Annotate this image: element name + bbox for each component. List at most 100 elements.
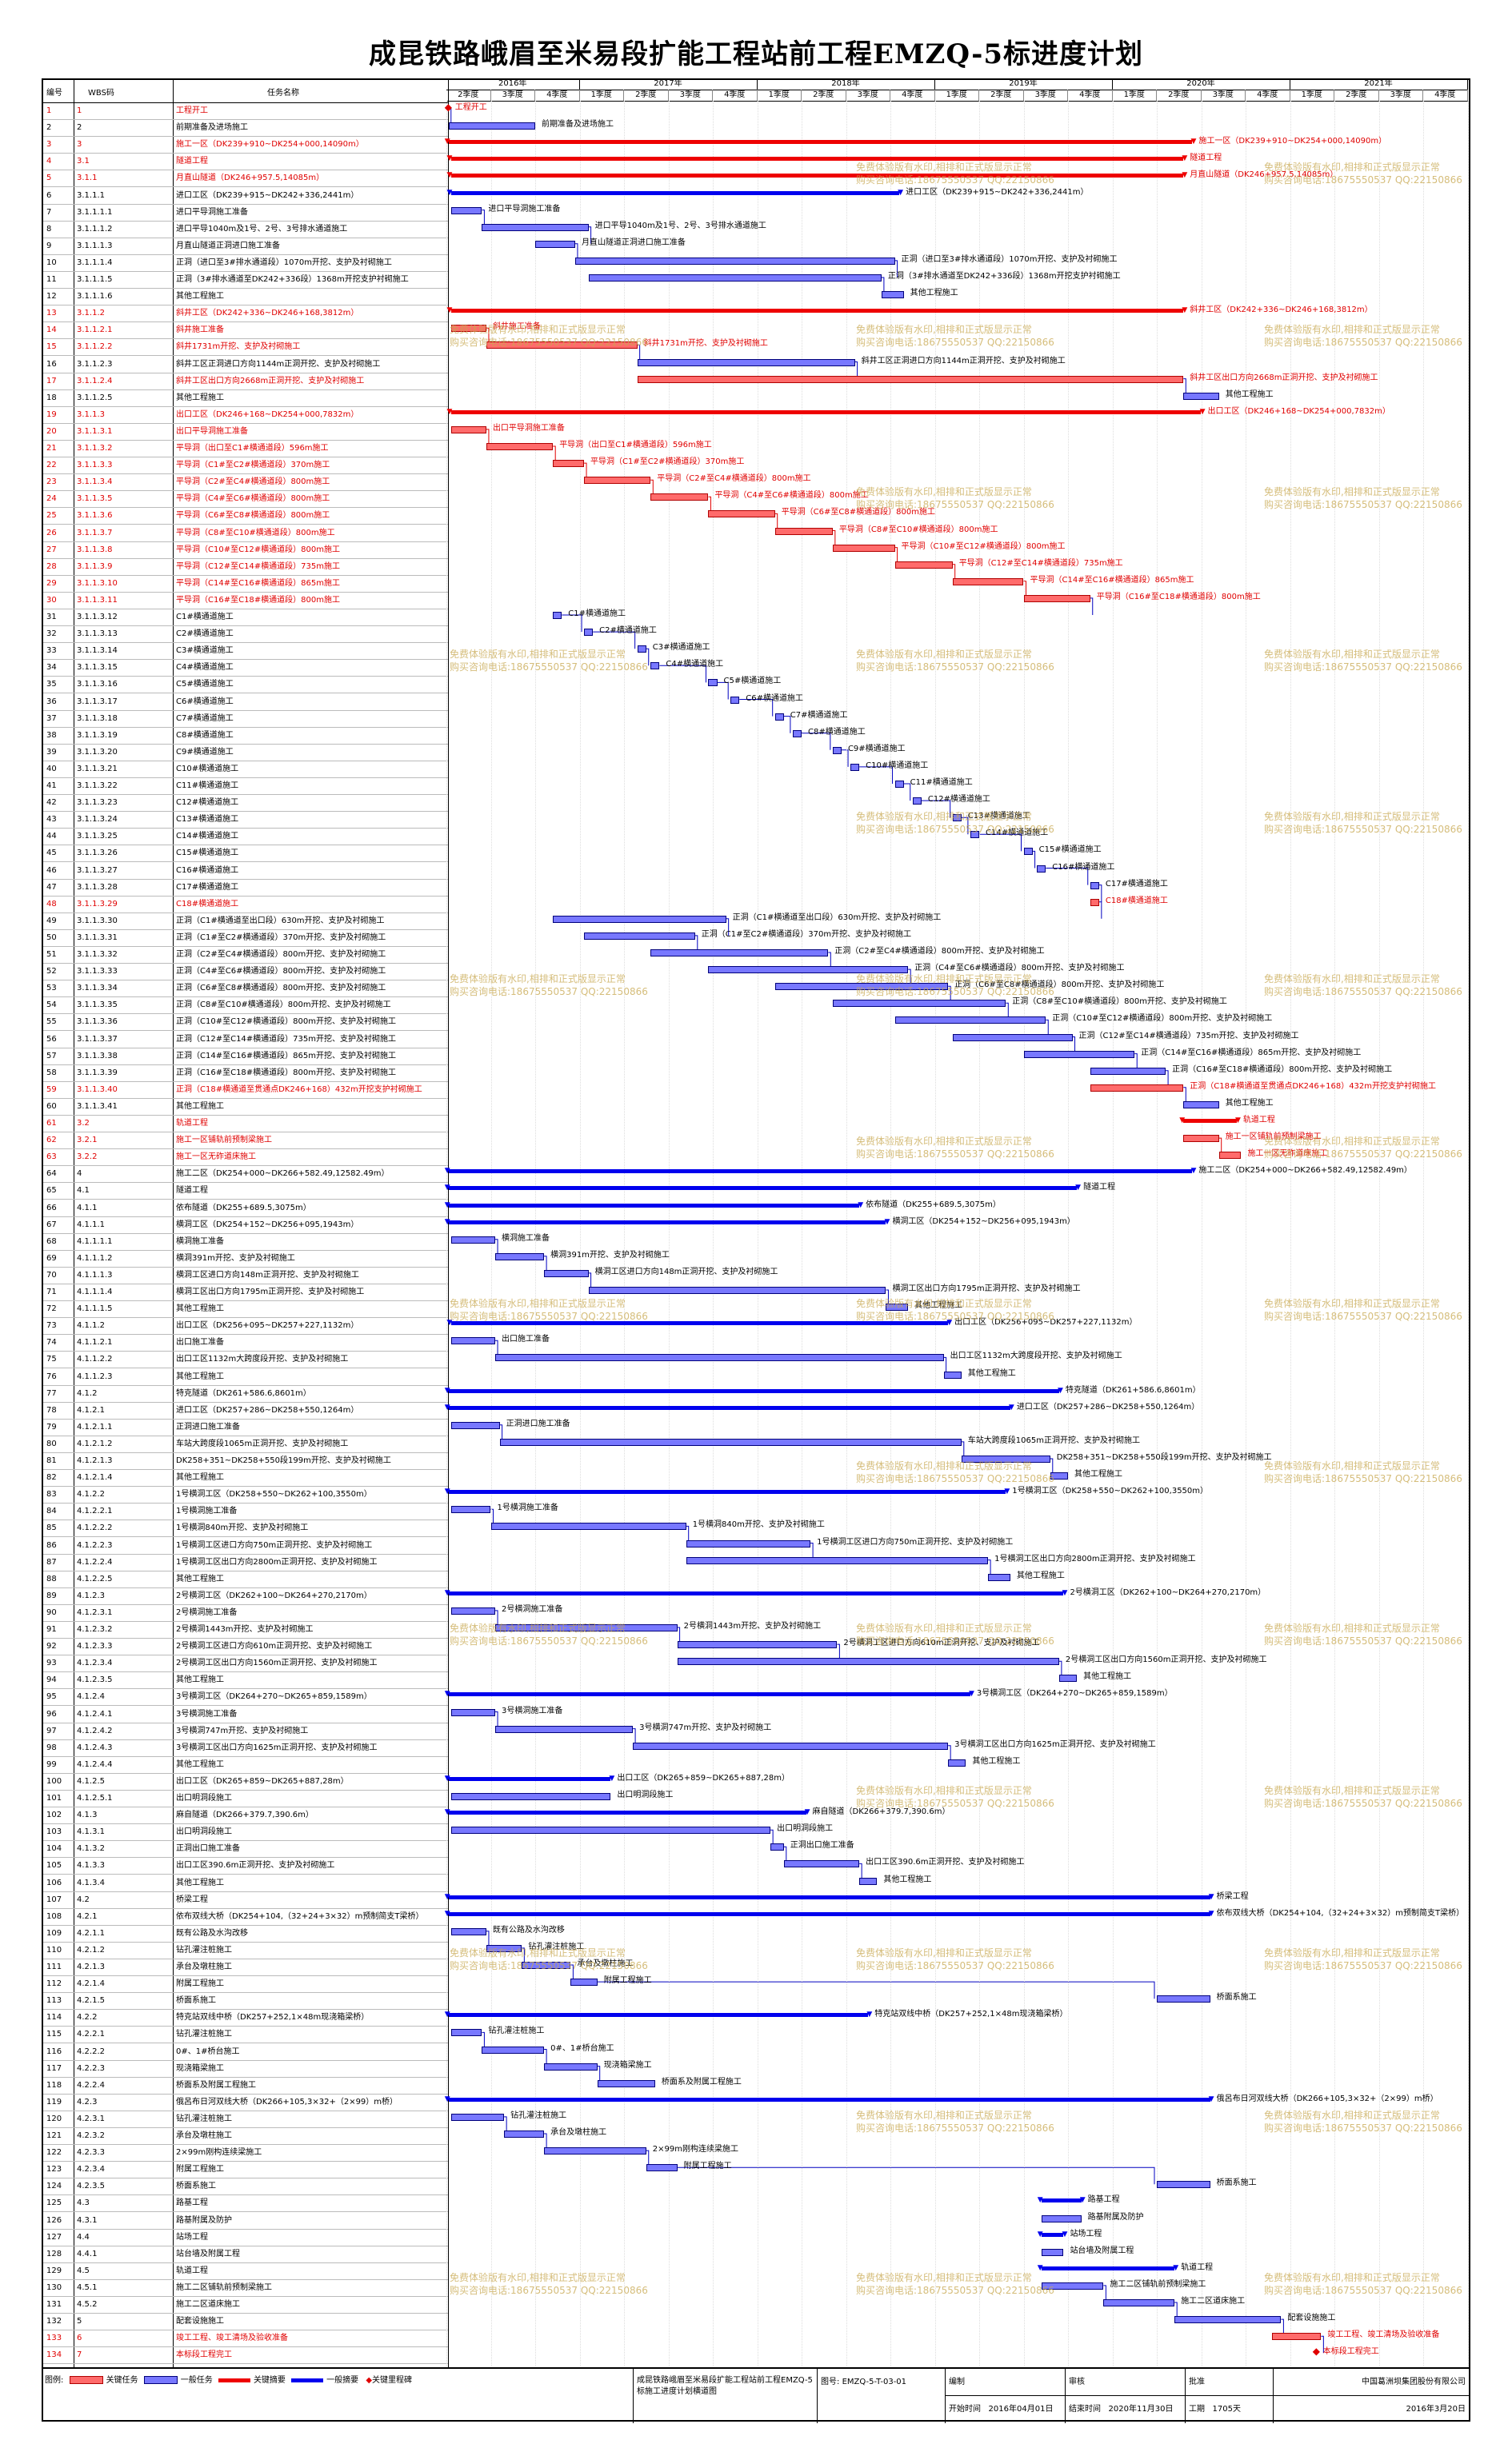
row-id: 117 <box>46 2063 62 2073</box>
row-name: 出口施工准备 <box>176 1338 224 1348</box>
quarter-header: 1季度 <box>1290 90 1334 102</box>
row-id: 104 <box>46 1844 62 1854</box>
row-id: 119 <box>46 2097 62 2107</box>
task-bar <box>450 206 482 214</box>
table-row: 128 4.4.1 站台墙及附属工程 <box>43 2246 448 2263</box>
row-wbs: 4.2.1.1 <box>77 1928 105 1938</box>
row-id: 85 <box>46 1524 57 1533</box>
bar-label: 进口工区（DK257+286~DK258+550,1264m） <box>1016 1402 1200 1412</box>
row-id: 113 <box>46 1996 62 2006</box>
critical-task-bar <box>708 510 775 518</box>
quarter-gridline <box>1068 101 1069 2366</box>
critical-task-bar <box>832 544 895 552</box>
row-wbs: 3.1.1.3.2 <box>77 444 113 453</box>
summary-bar: ▼ ▼ <box>1038 2230 1068 2238</box>
row-wbs: 3.2.2 <box>77 1152 98 1162</box>
table-row: 127 4.4 站场工程 <box>43 2229 448 2246</box>
bar-label: C16#横通道施工 <box>1052 862 1115 872</box>
bar-label: 隧道工程 <box>1083 1183 1116 1192</box>
row-name: C5#横通道施工 <box>176 680 234 689</box>
year-header: 2016年 <box>446 78 580 90</box>
table-row: 102 4.1.3 麻自隧道（DK266+379.7,390.6m） <box>43 1807 448 1825</box>
task-bar <box>633 1742 949 1750</box>
summary-end-icon: ▼ <box>858 1200 864 1209</box>
row-id: 132 <box>46 2317 62 2326</box>
bar-label: 2号横洞1443m开挖、支护及衬砌施工 <box>683 1622 822 1631</box>
quarter-gridline <box>1290 101 1291 2366</box>
row-name: 2号横洞1443m开挖、支护及衬砌施工 <box>176 1625 314 1634</box>
table-row: 132 5 配套设施施工 <box>43 2313 448 2331</box>
task-bar <box>1037 865 1046 873</box>
dependency-link <box>650 479 654 497</box>
table-row: 6 3.1.1.1 进口工区（DK239+915~DK242+336,2441m） <box>43 187 448 205</box>
row-id: 108 <box>46 1911 62 1921</box>
table-row: 60 3.1.1.3.41 其他工程施工 <box>43 1098 448 1116</box>
row-id: 101 <box>46 1794 62 1803</box>
row-wbs: 3.1.1.1.5 <box>77 275 113 284</box>
row-id: 10 <box>46 258 57 267</box>
row-id: 45 <box>46 849 57 858</box>
row-wbs: 4.3 <box>77 2198 90 2208</box>
dependency-link <box>597 2066 601 2083</box>
row-id: 71 <box>46 1288 57 1296</box>
row-id: 93 <box>46 1659 57 1668</box>
row-wbs: 4.1.2.3.5 <box>77 1675 113 1685</box>
table-header: 编号 WBS码 任务名称 <box>43 80 448 103</box>
legend-milestone-icon: ◆ <box>366 2376 373 2385</box>
bar-label: 其他工程施工 <box>883 1875 932 1884</box>
bar-label: 出口工区390.6m正洞开挖、支护及衬砌施工 <box>866 1858 1025 1867</box>
quarter-header: 1季度 <box>934 90 979 102</box>
summary-end-icon: ▼ <box>444 1808 450 1817</box>
row-name: 施工二区道床施工 <box>176 2300 240 2309</box>
row-name: 横洞391m开挖、支护及衬砌施工 <box>176 1253 295 1263</box>
table-row: 46 3.1.1.3.27 C16#横通道施工 <box>43 862 448 880</box>
row-id: 5 <box>46 174 52 183</box>
summary-end-icon: ▼ <box>444 138 450 146</box>
quarter-gridline <box>846 101 847 2366</box>
bar-label: 斜井1731m开挖、支护及衬砌施工 <box>643 339 768 349</box>
row-wbs: 3.1.1.2.2 <box>77 342 113 352</box>
task-bar <box>553 915 726 923</box>
table-row: 54 3.1.1.3.35 正洞（C8#至C10#横通道段）800m开挖、支护及衬砌… <box>43 996 448 1015</box>
summary-end-icon: ▼ <box>444 1488 450 1496</box>
bar-label: 特克站双线中桥（DK257+252,1×48m现浇箱梁桥） <box>874 2010 1068 2019</box>
dependency-link <box>486 1931 490 1948</box>
row-id: 2 <box>46 123 52 133</box>
quarter-gridline <box>1157 101 1158 2366</box>
table-row: 48 3.1.1.3.29 C18#横通道施工 <box>43 896 448 913</box>
row-name: 平导洞（C4#至C6#横通道段）800m施工 <box>176 494 330 504</box>
row-name: 平导洞（C14#至C16#横通道段）865m施工 <box>176 578 340 588</box>
table-row: 9 3.1.1.1.3 月直山隧道正洞进口施工准备 <box>43 238 448 255</box>
row-wbs: 6 <box>77 2334 82 2343</box>
dependency-link <box>903 783 911 801</box>
summary-bar: ▼ ▼ <box>447 154 1188 162</box>
summary-end-icon: ▼ <box>444 1217 450 1226</box>
summary-bar: ▼ ▼ <box>1179 1116 1241 1124</box>
task-bar <box>646 2164 678 2172</box>
footer: 图例: 关键任务 一般任务 关键摘要 一般摘要 ◆关键里程碑 成昆铁路峨眉至米易… <box>42 2367 1470 2423</box>
summary-end-icon: ▼ <box>444 1167 450 1176</box>
row-wbs: 4.2.2.2 <box>77 2047 105 2056</box>
table-row: 57 3.1.1.3.38 正洞（C14#至C16#横通道段）865m开挖、支护及衬… <box>43 1048 448 1065</box>
bar-label: C3#横通道施工 <box>652 643 710 653</box>
task-bar <box>832 746 842 754</box>
bar-label: 正洞（C4#至C6#横通道段）800m开挖、支护及衬砌施工 <box>914 964 1125 973</box>
summary-end-icon: ▼ <box>446 407 453 416</box>
task-bar <box>650 949 829 956</box>
row-name: 工程开工 <box>176 106 208 115</box>
dependency-link <box>961 1441 965 1459</box>
dependency-link <box>584 462 587 481</box>
summary-end-icon: ▼ <box>444 1386 450 1395</box>
quarter-gridline <box>624 101 625 2366</box>
row-wbs: 4.1.2.4.2 <box>77 1726 113 1735</box>
row-wbs: 4.2.1 <box>77 1911 98 1921</box>
bar-label: 3号横洞施工准备 <box>502 1706 563 1715</box>
row-name: 平导洞（C6#至C8#横通道段）800m施工 <box>176 511 330 521</box>
summary-bar: ▼ ▼ <box>447 189 904 197</box>
critical-task-bar <box>450 425 486 433</box>
bar-label: 其他工程施工 <box>1074 1470 1122 1480</box>
row-id: 114 <box>46 2013 62 2023</box>
dependency-link <box>988 1559 991 1577</box>
bar-label: 斜井工区出口方向2668m正洞开挖、支护及衬砌施工 <box>1190 373 1378 382</box>
row-name: 正洞（C6#至C8#横通道段）800m开挖、支护及衬砌施工 <box>176 984 386 993</box>
